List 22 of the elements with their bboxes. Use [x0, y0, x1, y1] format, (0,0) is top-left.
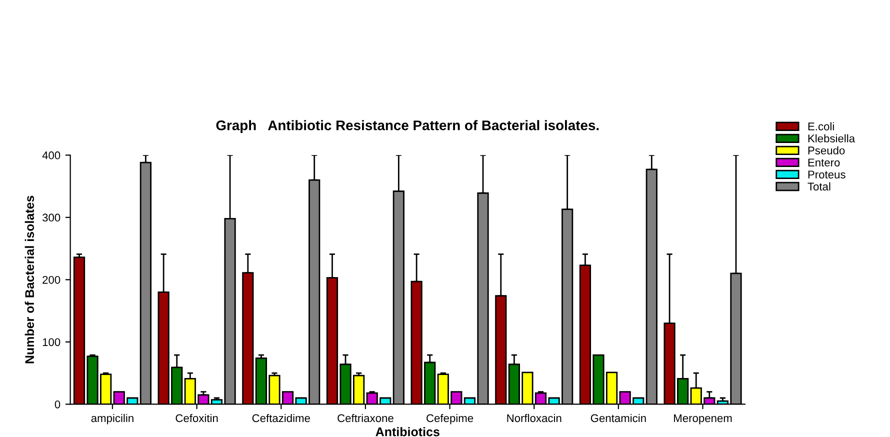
legend-label: Entero [808, 158, 840, 166]
legend-label: Klebsiella [808, 134, 856, 142]
x-tick-label: Norfloxacin [507, 414, 562, 422]
x-tick-label: Meropenem [674, 414, 732, 424]
x-tick-label: Ceftazidime [252, 414, 310, 422]
legend-label: Proteus [808, 170, 846, 178]
y-tick-label: 100 [42, 338, 60, 346]
x-tick-label: Ceftriaxone [338, 414, 394, 422]
chart-title: Graph Antibiotic Resistance Pattern of Bacterial isolates. [216, 120, 599, 134]
legend-label: E.coli [808, 122, 834, 130]
legend-label: Total [808, 182, 830, 190]
x-axis-title: Antibiotics [376, 427, 440, 436]
x-tick-label: Cefepime [426, 414, 474, 424]
y-tick-label: 400 [42, 151, 60, 160]
x-tick-label: Cefoxitin [176, 414, 218, 422]
x-tick-label: Gentamicin [590, 414, 646, 422]
y-tick-label: 200 [42, 276, 60, 284]
x-tick-label: ampicilin [91, 414, 134, 424]
legend-label: Pseudo [808, 146, 845, 154]
y-axis-title: Number of Bacterial isolates [24, 196, 34, 364]
y-tick-label: 300 [42, 214, 60, 222]
y-tick-label: 0 [54, 400, 60, 408]
